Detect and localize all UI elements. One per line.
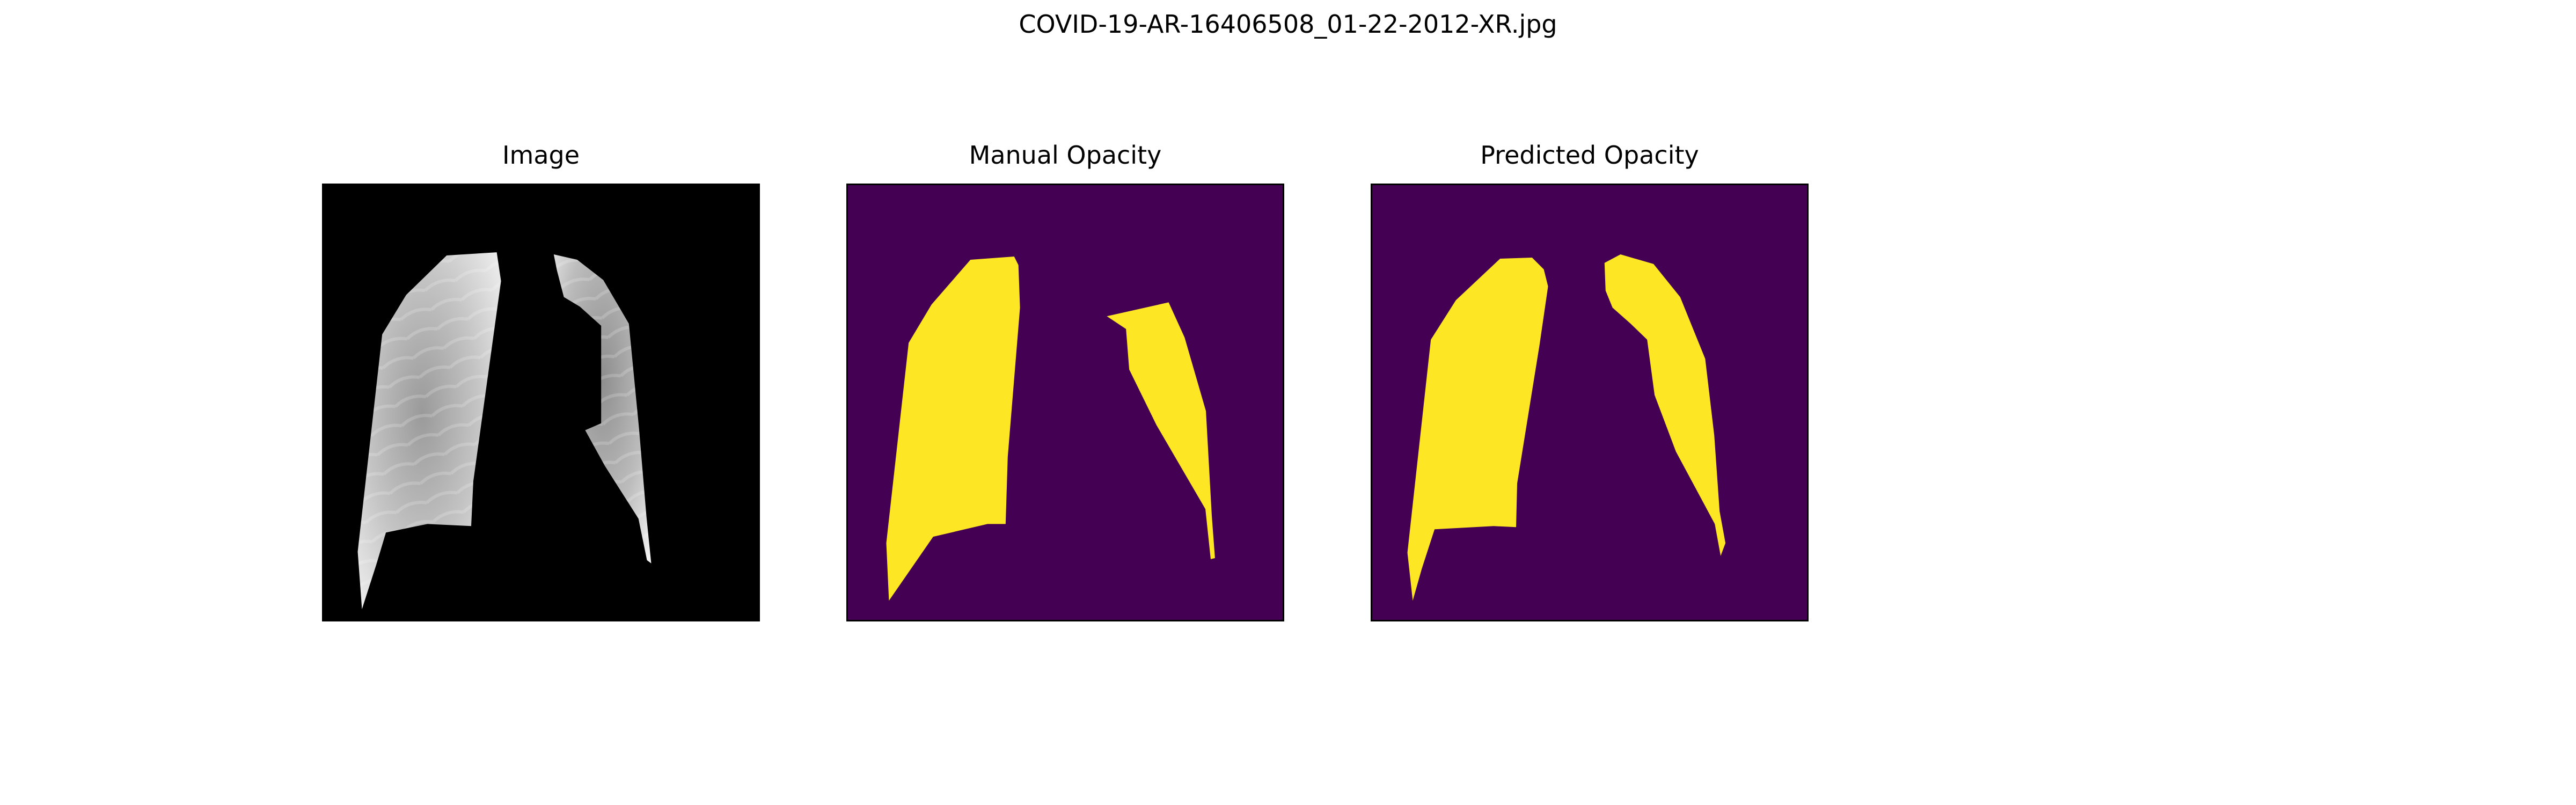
predicted-left-lung [1407,258,1548,601]
manual-right-lung [1107,302,1215,559]
image-frame [322,184,760,621]
panel-title-predicted: Predicted Opacity [1480,141,1699,170]
panel-predicted-opacity: Predicted Opacity [1371,143,1809,626]
right-lung-texture [553,254,652,564]
xray-image [324,185,758,620]
manual-mask-frame [846,184,1284,621]
predicted-mask [1372,185,1807,620]
panel-title-manual: Manual Opacity [969,141,1162,170]
manual-left-lung [886,257,1020,601]
panel-title-image: Image [502,141,580,170]
left-lung-texture [357,252,501,610]
figure-title: COVID-19-AR-16406508_01-22-2012-XR.jpg [1019,10,1557,39]
predicted-mask-frame [1371,184,1809,621]
panel-image: Image [322,143,760,626]
manual-mask [848,185,1283,620]
panel-manual-opacity: Manual Opacity [846,143,1284,626]
predicted-right-lung [1604,254,1726,556]
